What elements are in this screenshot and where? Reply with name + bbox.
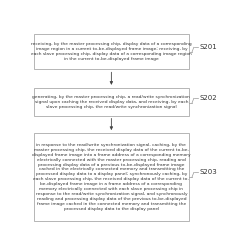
Text: S202: S202 xyxy=(199,95,217,101)
Text: generating, by the master processing chip, a read/write synchronization
signal u: generating, by the master processing chi… xyxy=(33,95,190,108)
Text: receiving, by the master processing chip, display data of a corresponding
image : receiving, by the master processing chip… xyxy=(31,42,192,61)
FancyBboxPatch shape xyxy=(33,34,189,70)
Text: S203: S203 xyxy=(199,170,217,175)
FancyBboxPatch shape xyxy=(33,88,189,116)
Text: S201: S201 xyxy=(199,44,217,50)
Text: in response to the read/write synchronization signal, caching, by the
master pro: in response to the read/write synchroniz… xyxy=(32,143,191,211)
FancyBboxPatch shape xyxy=(33,133,189,220)
